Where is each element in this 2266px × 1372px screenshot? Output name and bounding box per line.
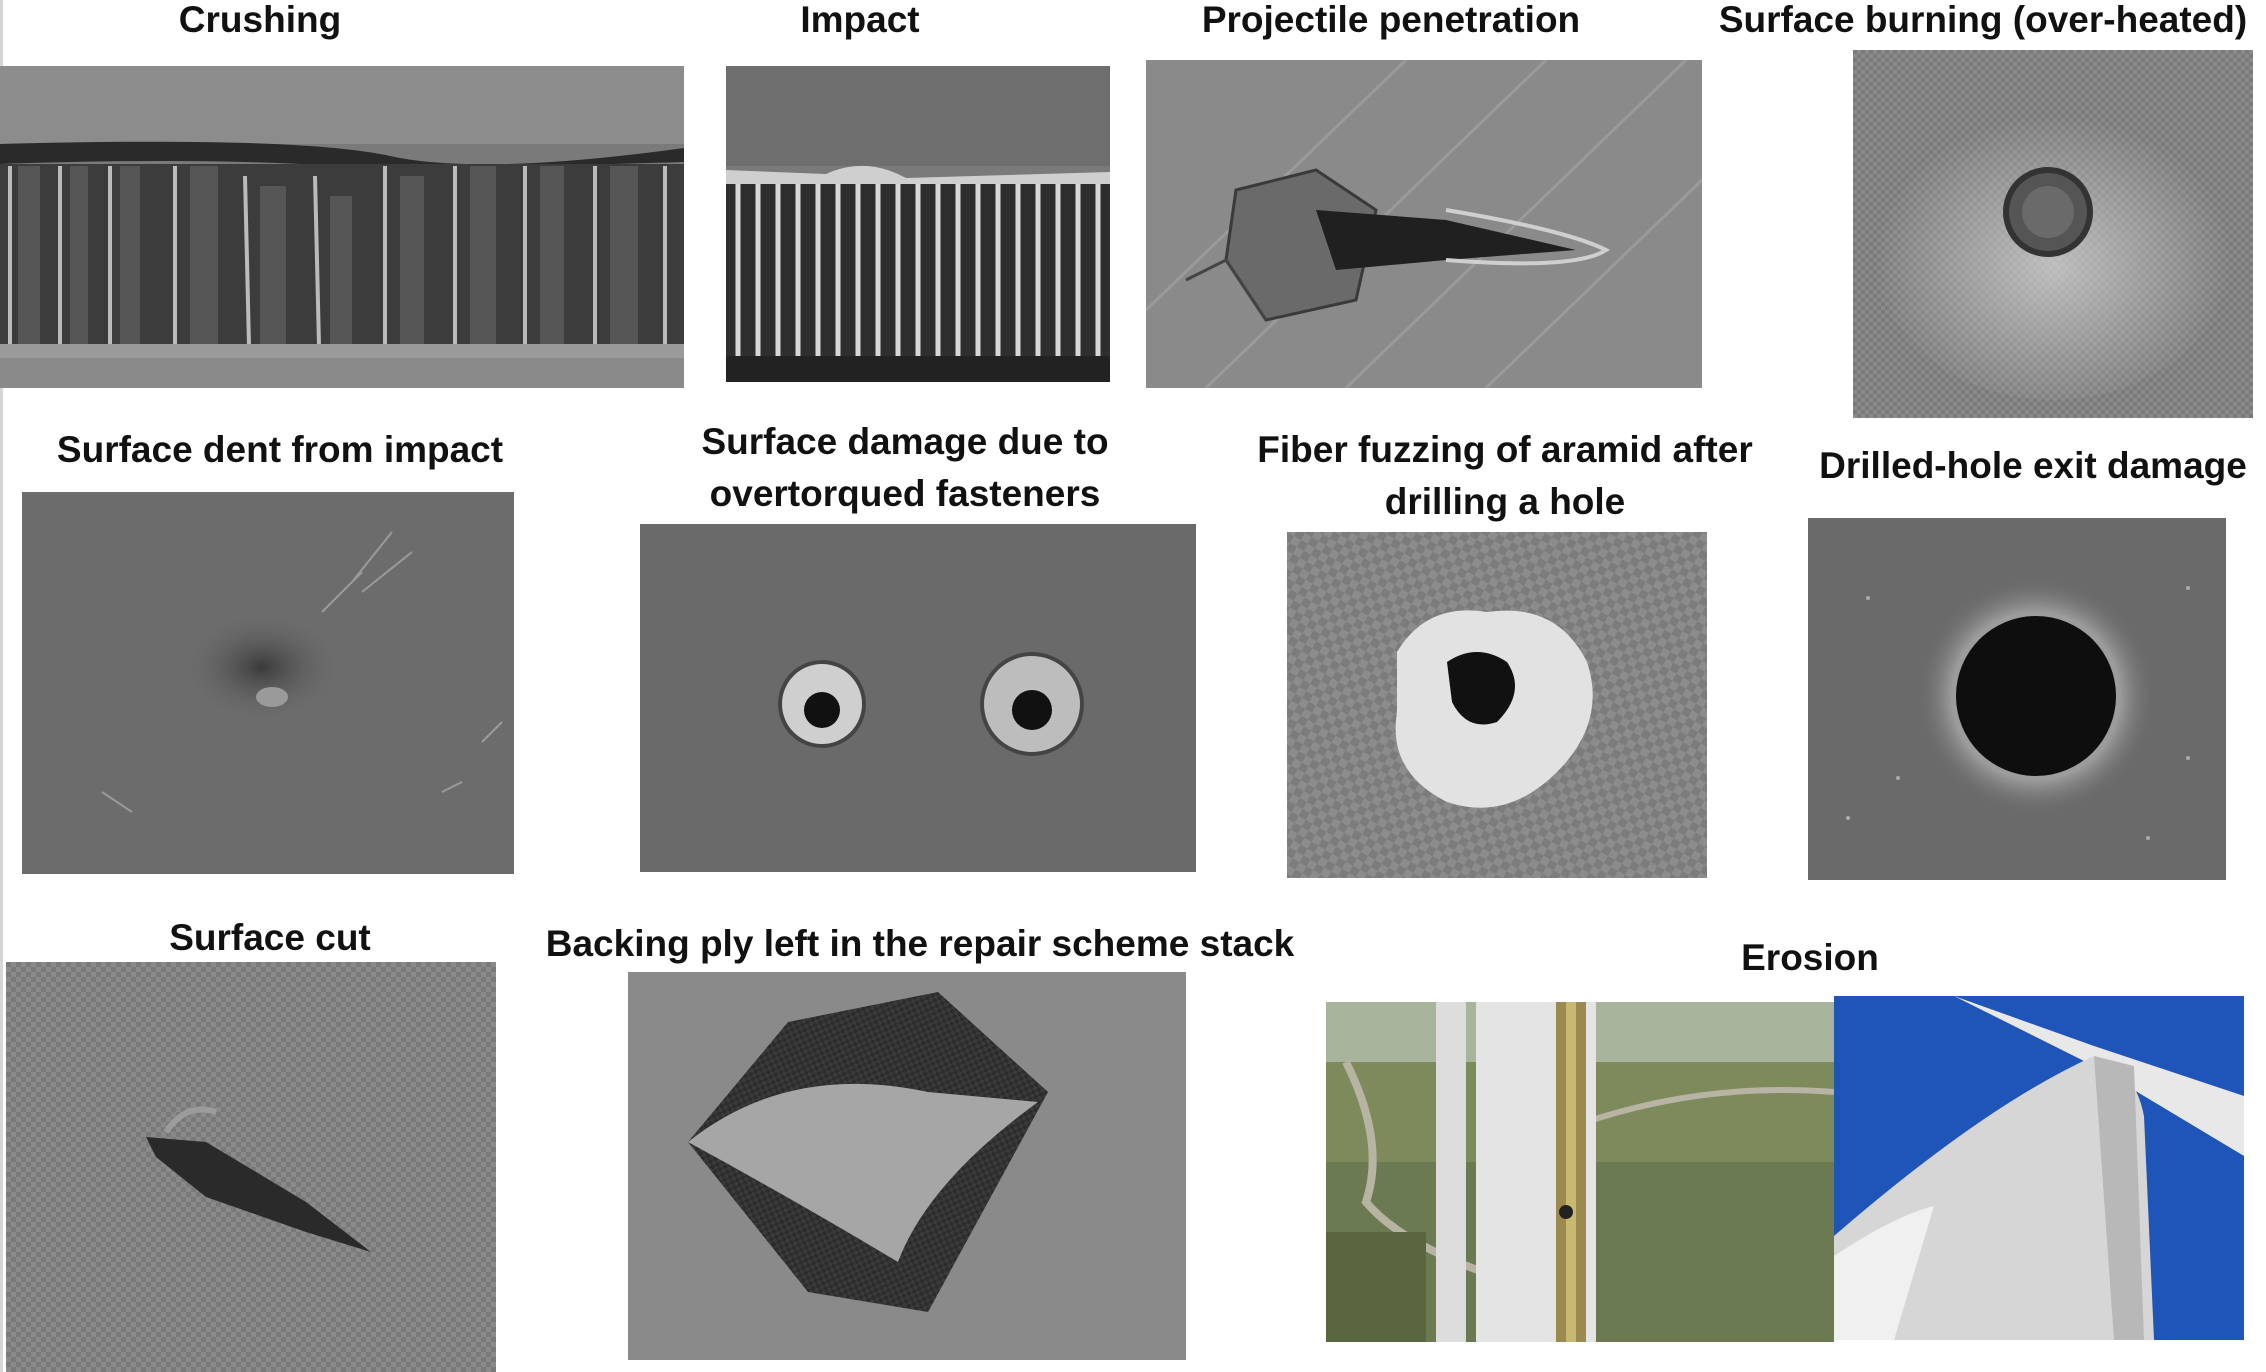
caption-fasteners-1: Surface damage due to — [701, 421, 1109, 462]
photo-crushing — [0, 66, 684, 388]
caption-fasteners-2: overtorqued fasteners — [709, 473, 1101, 514]
photo-impact — [726, 66, 1110, 382]
photo-erosion-left — [1326, 1002, 1834, 1342]
photo-fuzzing — [1287, 532, 1707, 878]
photo-erosion-right — [1834, 996, 2244, 1340]
photo-dent — [22, 492, 514, 874]
caption-erosion: Erosion — [1741, 937, 1879, 978]
photo-cut — [6, 962, 496, 1372]
caption-fuzzing-1: Fiber fuzzing of aramid after — [1257, 429, 1753, 470]
caption-fuzzing-2: drilling a hole — [1384, 481, 1626, 522]
photo-burning — [1853, 50, 2253, 418]
photo-backing — [628, 972, 1186, 1360]
caption-crushing: Crushing — [178, 0, 342, 40]
caption-burning: Surface burning (over-heated) — [1718, 0, 2248, 40]
photo-fasteners — [640, 524, 1196, 872]
photo-drilled — [1808, 518, 2226, 880]
caption-backing: Backing ply left in the repair scheme st… — [545, 923, 1295, 964]
photo-projectile — [1146, 60, 1702, 388]
caption-drilled: Drilled-hole exit damage — [1819, 445, 2247, 486]
left-edge-line — [0, 0, 3, 1372]
caption-cut: Surface cut — [169, 917, 371, 958]
caption-projectile: Projectile penetration — [1201, 0, 1581, 40]
caption-impact: Impact — [800, 0, 920, 40]
caption-dent: Surface dent from impact — [56, 429, 504, 470]
